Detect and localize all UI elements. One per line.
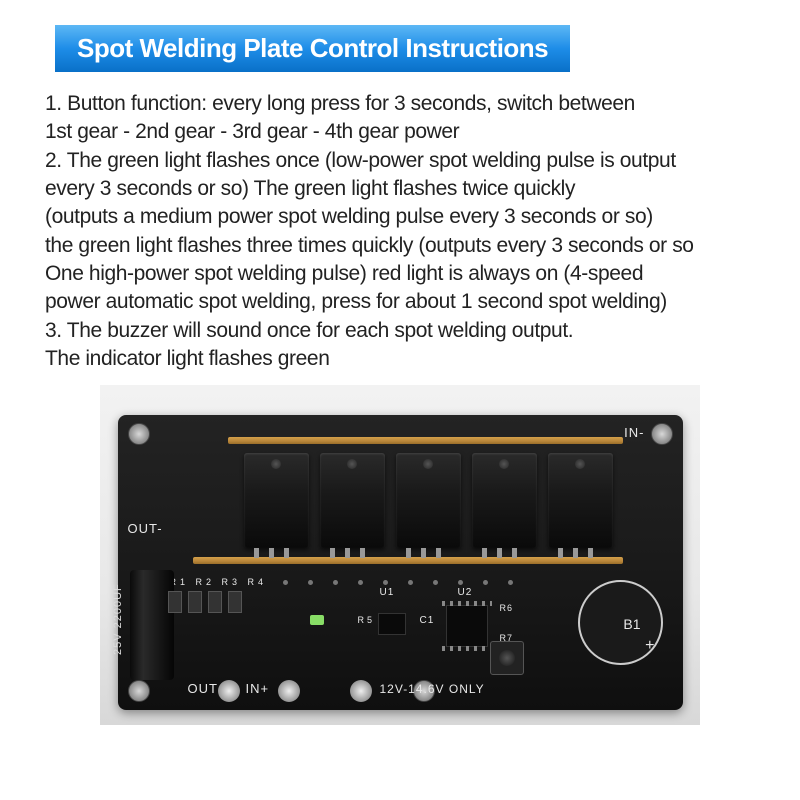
via-dot (483, 580, 488, 585)
via-dot (283, 580, 288, 585)
silk-u1: U1 (380, 587, 395, 598)
smd (168, 591, 182, 613)
capacitor-label: 25V 2200UF (112, 584, 124, 656)
silk-out-minus: OUT- (128, 521, 163, 536)
via-dot (333, 580, 338, 585)
silk-buzzer: B1 (623, 616, 640, 632)
instruction-line: 3. The buzzer will sound once for each s… (45, 317, 755, 345)
smd (208, 591, 222, 613)
mosfet-row (244, 453, 613, 548)
silk-buzzer-plus: + (645, 637, 654, 655)
mosfet (472, 453, 537, 548)
smd (188, 591, 202, 613)
silk-in-minus: IN- (624, 425, 644, 440)
instruction-line: power automatic spot welding, press for … (45, 288, 755, 316)
capacitor (130, 570, 174, 680)
silk-voltage: 12V-14.6V ONLY (380, 682, 485, 696)
via-dot (408, 580, 413, 585)
solder-pad (218, 680, 240, 702)
solder-pad (350, 680, 372, 702)
copper-bus-mid (193, 557, 623, 564)
ic-chip (446, 605, 488, 647)
silk-resistors: R1 R2 R3 R4 (170, 577, 268, 587)
instruction-line: the green light flashes three times quic… (45, 232, 755, 260)
mounting-hole (128, 423, 150, 445)
pcb-backdrop: IN- OUT- IN+ OUT+ 12V-14.6V ONLY R1 R2 R… (100, 385, 700, 725)
via-dot (508, 580, 513, 585)
silk-in-plus: IN+ (246, 681, 270, 696)
smd-resistors (168, 591, 242, 613)
mosfet (320, 453, 385, 548)
via-row (283, 580, 513, 585)
via-dot (458, 580, 463, 585)
mosfet (244, 453, 309, 548)
instruction-line: One high-power spot welding pulse) red l… (45, 260, 755, 288)
instruction-line: (outputs a medium power spot welding pul… (45, 203, 755, 231)
smd (228, 591, 242, 613)
mosfet (396, 453, 461, 548)
led-indicator (310, 615, 324, 625)
via-dot (358, 580, 363, 585)
via-dot (383, 580, 388, 585)
instructions-block: 1. Button function: every long press for… (45, 90, 755, 373)
via-dot (308, 580, 313, 585)
silk-c1: C1 (420, 615, 435, 626)
instruction-line: The indicator light flashes green (45, 345, 755, 373)
page-container: Spot Welding Plate Control Instructions … (0, 0, 800, 800)
mosfet (548, 453, 613, 548)
instruction-line: 1. Button function: every long press for… (45, 90, 755, 118)
silk-u2: U2 (458, 587, 473, 598)
instruction-line: every 3 seconds or so) The green light f… (45, 175, 755, 203)
pcb-board: IN- OUT- IN+ OUT+ 12V-14.6V ONLY R1 R2 R… (118, 415, 683, 710)
mounting-hole (651, 423, 673, 445)
title-banner: Spot Welding Plate Control Instructions (55, 25, 570, 72)
silk-r6: R6 (500, 603, 514, 613)
instruction-line: 1st gear - 2nd gear - 3rd gear - 4th gea… (45, 118, 755, 146)
solder-pad (278, 680, 300, 702)
ic-small (378, 613, 406, 635)
via-dot (433, 580, 438, 585)
mounting-hole (128, 680, 150, 702)
copper-bus-top (228, 437, 623, 444)
instruction-line: 2. The green light flashes once (low-pow… (45, 147, 755, 175)
tactile-button (490, 641, 524, 675)
